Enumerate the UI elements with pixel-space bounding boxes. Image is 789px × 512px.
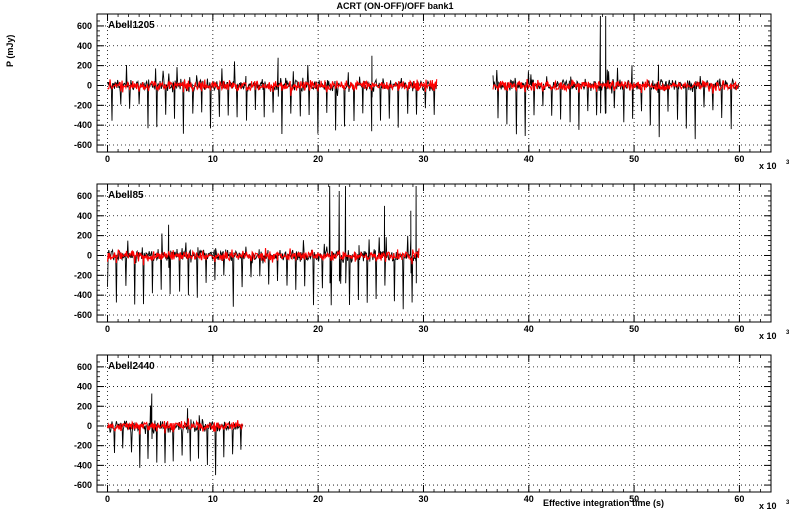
panel-abell2440: 600 400 200 0 -200 -400 -600 0 10 20 30 40 50 60 x 10 3… (74, 354, 789, 511)
y-tick-label: -400 (74, 460, 92, 470)
series-smoothed-abell1205 (492, 78, 740, 94)
panel-label: Abell2440 (108, 361, 155, 372)
y-tick-label: -200 (74, 100, 92, 110)
x-multiplier-exponent: 3 (786, 500, 789, 506)
panel-data (106, 185, 420, 310)
x-tick-label: 10 (208, 324, 218, 334)
x-tick-label: 0 (105, 494, 110, 504)
x-multiplier-label: x 10 (759, 331, 777, 341)
x-tick-label: 40 (524, 494, 534, 504)
y-tick-label: -400 (74, 290, 92, 300)
series-raw-abell2440 (107, 393, 244, 476)
y-tick-label: -200 (74, 441, 92, 451)
x-tick-label: 50 (629, 494, 639, 504)
x-tick-label: 30 (418, 324, 428, 334)
x-multiplier-label: x 10 (759, 501, 777, 511)
y-tick-label: 400 (77, 382, 92, 392)
y-tick-label: 400 (77, 211, 92, 221)
series-raw-abell1205 (107, 55, 438, 135)
panel-label: Abell85 (108, 190, 144, 201)
y-tick-label: 0 (87, 80, 92, 90)
x-tick-label: 0 (105, 324, 110, 334)
x-tick-label: 60 (734, 154, 744, 164)
chart-title: ACRT (ON-OFF)/OFF bank1 (337, 1, 454, 11)
y-tick-label: 200 (77, 401, 92, 411)
x-tick-label: 0 (105, 154, 110, 164)
x-tick-label: 60 (734, 324, 744, 334)
x-tick-label: 20 (313, 154, 323, 164)
y-tick-label: 0 (87, 421, 92, 431)
y-tick-label: 0 (87, 250, 92, 260)
panel-abell85: 600 400 200 0 -200 -400 -600 0 10 20 30 40 50 60 x 10 3… (74, 183, 789, 341)
y-tick-label: 600 (77, 21, 92, 31)
x-axis-label: Effective integration time (s) (543, 498, 664, 508)
series-raw-abell1205 (492, 15, 740, 140)
y-tick-label: -200 (74, 270, 92, 280)
y-tick-label: 400 (77, 41, 92, 51)
x-tick-label: 50 (629, 324, 639, 334)
y-tick-label: 200 (77, 61, 92, 71)
x-tick-label: 50 (629, 154, 639, 164)
x-tick-label: 10 (208, 154, 218, 164)
series-raw-abell85 (107, 185, 420, 310)
x-multiplier-label: x 10 (759, 161, 777, 171)
x-tick-label: 30 (418, 154, 428, 164)
x-multiplier-exponent: 3 (786, 160, 789, 166)
y-tick-label: -600 (74, 310, 92, 320)
x-tick-label: 60 (734, 494, 744, 504)
panel-data (106, 393, 244, 476)
y-tick-label: -600 (74, 480, 92, 490)
y-tick-label: -600 (74, 140, 92, 150)
x-tick-label: 10 (208, 494, 218, 504)
x-tick-label: 30 (418, 494, 428, 504)
y-axis-label: P (mJy) (5, 35, 15, 67)
x-tick-label: 20 (313, 324, 323, 334)
panel-label: Abell1205 (108, 20, 155, 31)
series-smoothed-abell1205 (107, 79, 438, 96)
y-tick-label: -400 (74, 120, 92, 130)
x-tick-label: 20 (313, 494, 323, 504)
y-tick-label: 200 (77, 231, 92, 241)
panel-abell1205: 600 400 200 0 -200 -400 -600 0 10 20 30 40 50 60 x 10 3… (74, 13, 789, 171)
y-tick-label: 600 (77, 362, 92, 372)
x-tick-label: 40 (524, 154, 534, 164)
x-multiplier-exponent: 3 (786, 330, 789, 336)
series-smoothed-abell2440 (106, 418, 244, 435)
series-smoothed-abell85 (106, 248, 420, 266)
panel-data (107, 15, 740, 140)
y-tick-label: 600 (77, 191, 92, 201)
x-tick-label: 40 (524, 324, 534, 334)
